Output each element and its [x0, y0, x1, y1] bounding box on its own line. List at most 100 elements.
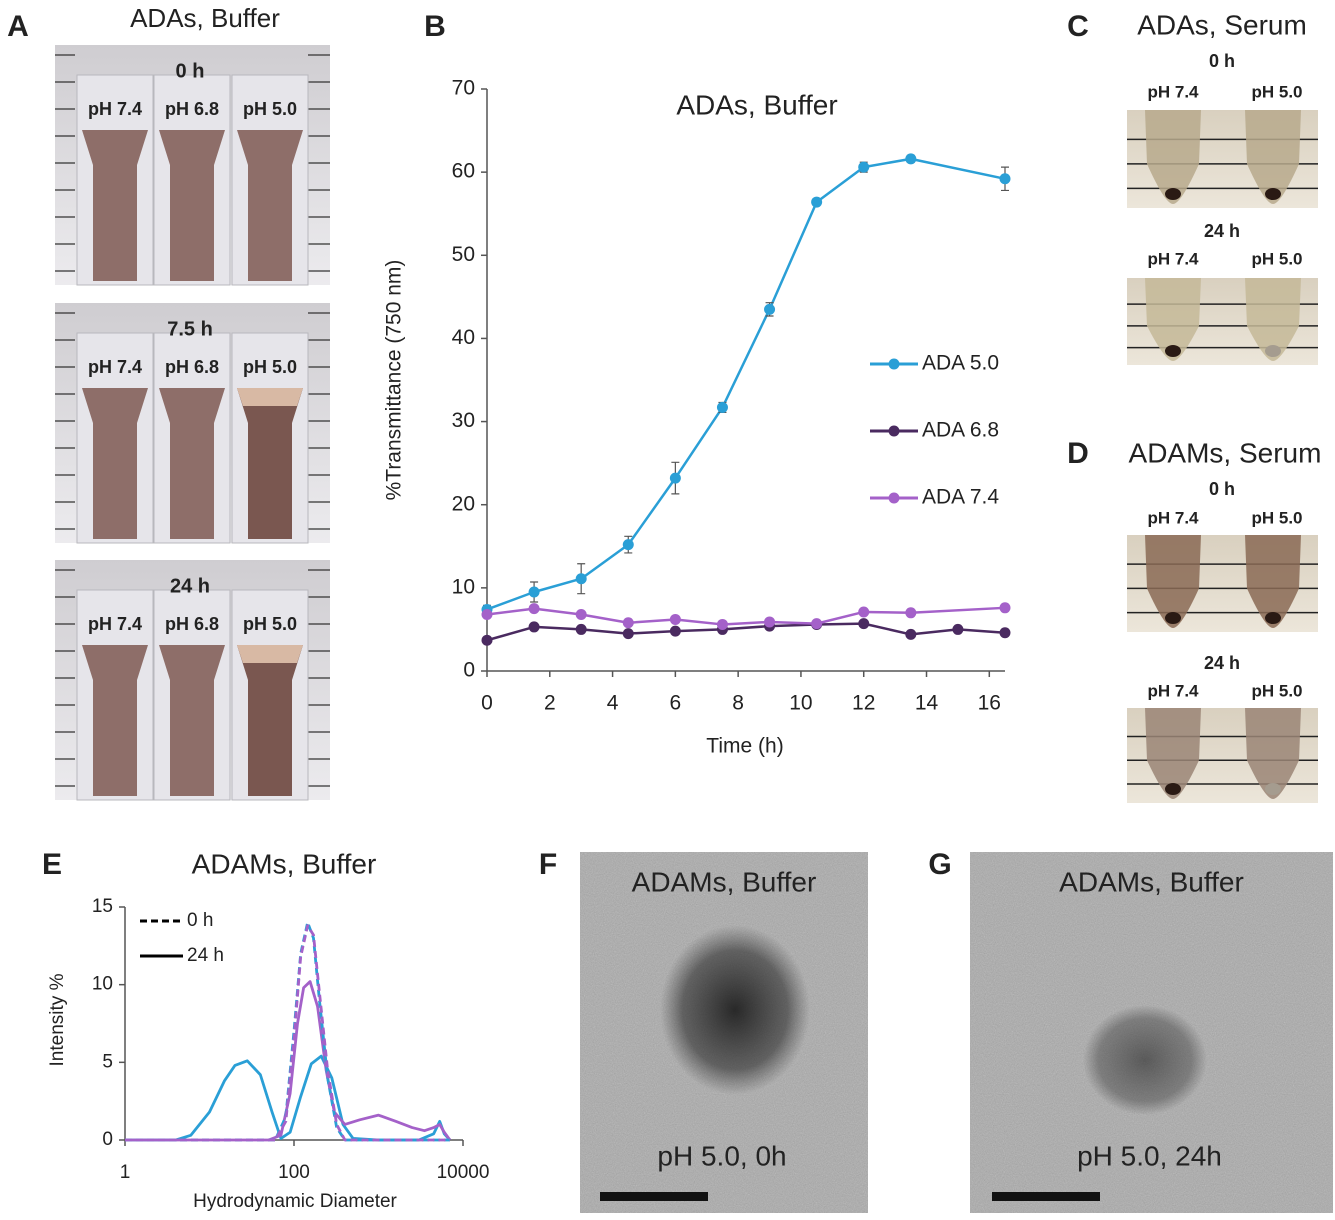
y-tick-label: 30 — [452, 409, 475, 432]
y-tick-label: 20 — [452, 492, 475, 515]
sample-label: pH 6.8 — [165, 357, 219, 377]
data-point — [575, 573, 587, 585]
cuvette-liquid — [159, 645, 225, 796]
cuvette-liquid — [237, 645, 303, 796]
cuvette-liquid — [82, 645, 148, 796]
data-point — [669, 625, 681, 637]
x-tick-label: 14 — [915, 692, 939, 715]
time-label: 24 h — [1204, 221, 1240, 241]
y-tick-label: 60 — [452, 160, 475, 183]
time-label: 0 h — [176, 60, 205, 82]
panel-title: ADAs, Buffer — [130, 3, 280, 33]
pellet — [1165, 612, 1181, 624]
scale-bar — [600, 1192, 708, 1201]
data-point — [481, 634, 493, 646]
y-tick-label: 10 — [452, 575, 475, 598]
y-tick-label: 50 — [452, 243, 475, 266]
caption: pH 5.0, 0h — [657, 1140, 786, 1171]
data-point — [858, 618, 870, 630]
legend-marker — [888, 358, 900, 370]
particle — [660, 925, 810, 1095]
x-tick-label: 100 — [278, 1162, 310, 1183]
legend-label: ADA 6.8 — [922, 419, 999, 442]
data-point — [764, 303, 776, 315]
data-point — [858, 161, 870, 173]
y-axis-label: %Transmittance (750 nm) — [383, 260, 406, 501]
data-point — [669, 613, 681, 625]
x-tick-label: 1 — [120, 1162, 131, 1183]
panel-title: ADAMs, Serum — [1129, 437, 1322, 468]
data-point — [528, 621, 540, 633]
data-point — [622, 617, 634, 629]
x-tick-label: 10000 — [437, 1162, 490, 1183]
cuvette-liquid — [237, 388, 303, 539]
data-point — [575, 623, 587, 635]
data-point — [481, 608, 493, 620]
y-tick-label: 0 — [102, 1129, 113, 1150]
data-point — [811, 618, 823, 630]
y-tick-label: 5 — [102, 1051, 113, 1072]
legend-label: ADA 5.0 — [922, 352, 999, 375]
data-point — [858, 606, 870, 618]
legend-marker — [888, 492, 900, 504]
cuvette-liquid — [159, 130, 225, 281]
panel-label: D — [1067, 437, 1089, 470]
series-line — [125, 924, 450, 1142]
y-axis-label: Intensity % — [47, 973, 68, 1066]
sample-label: pH 7.4 — [1147, 681, 1199, 700]
legend-marker — [888, 425, 900, 437]
sample-label: pH 5.0 — [243, 614, 297, 634]
data-point — [764, 616, 776, 628]
sample-label: pH 7.4 — [88, 614, 142, 634]
panel-label: G — [928, 848, 951, 881]
panel-label: C — [1067, 10, 1089, 43]
tube — [1145, 110, 1201, 204]
pellet — [1165, 345, 1181, 357]
sample-label: pH 5.0 — [1251, 249, 1302, 268]
legend-label: 24 h — [187, 945, 224, 966]
x-tick-label: 2 — [544, 692, 556, 715]
sample-label: pH 7.4 — [1147, 249, 1199, 268]
time-label: 0 h — [1209, 479, 1235, 499]
data-point — [622, 539, 634, 551]
sample-label: pH 5.0 — [243, 357, 297, 377]
particle — [1083, 1005, 1207, 1115]
cuvette-supernatant — [237, 388, 303, 406]
tube — [1145, 708, 1201, 799]
tube — [1245, 535, 1301, 628]
sample-label: pH 6.8 — [165, 99, 219, 119]
sample-label: pH 7.4 — [88, 357, 142, 377]
series-line — [125, 980, 452, 1142]
y-tick-label: 70 — [452, 77, 475, 100]
data-point — [905, 153, 917, 165]
x-tick-label: 8 — [732, 692, 744, 715]
panel-title: ADAMs, Buffer — [1059, 866, 1244, 897]
time-label: 24 h — [170, 575, 210, 597]
pellet — [1165, 188, 1181, 200]
x-axis-label: Time (h) — [706, 735, 783, 758]
cuvette-liquid — [82, 130, 148, 281]
sample-label: pH 5.0 — [1251, 508, 1302, 527]
panel-label: E — [42, 848, 62, 881]
panel-title: ADAs, Serum — [1137, 9, 1307, 40]
sample-label: pH 5.0 — [243, 99, 297, 119]
series-line — [125, 1054, 451, 1142]
x-tick-label: 4 — [607, 692, 619, 715]
panel-label: F — [539, 848, 557, 881]
panel-label: A — [7, 10, 29, 43]
data-point — [669, 472, 681, 484]
tube — [1245, 278, 1301, 361]
time-label: 0 h — [1209, 51, 1235, 71]
sample-label: pH 7.4 — [1147, 508, 1199, 527]
tube — [1145, 535, 1201, 628]
tube — [1245, 110, 1301, 204]
pellet — [1265, 783, 1281, 795]
y-tick-label: 15 — [92, 896, 113, 917]
y-tick-label: 0 — [463, 659, 475, 682]
x-tick-label: 6 — [670, 692, 682, 715]
sample-label: pH 7.4 — [88, 99, 142, 119]
y-tick-label: 10 — [92, 974, 113, 995]
sample-label: pH 5.0 — [1251, 82, 1302, 101]
data-point — [528, 586, 540, 598]
